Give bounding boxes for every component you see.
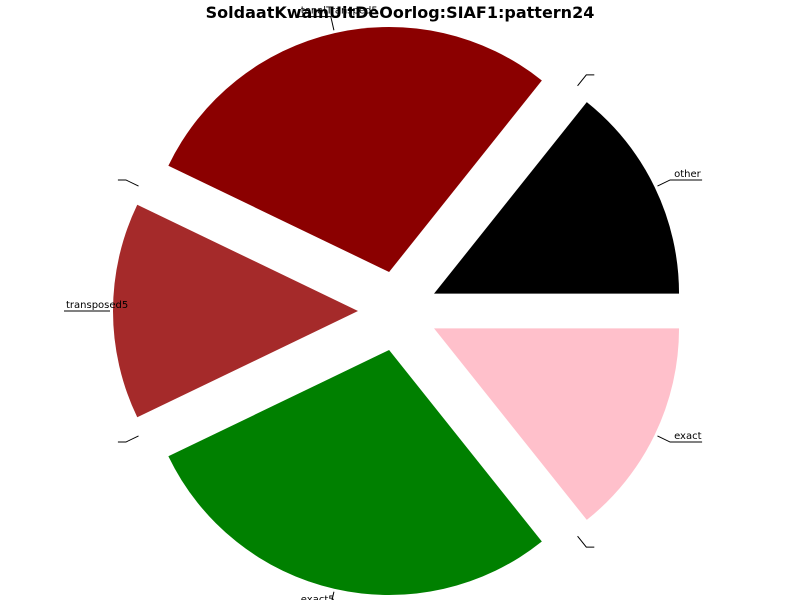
pie-label-exact: exact (674, 431, 702, 442)
pie-label-leader-exact (657, 435, 703, 443)
pie-label-tonaltransped5: tonalTransped5 (301, 6, 378, 17)
pie-slice-exact (434, 328, 680, 520)
pie-label-transposed5: transposed5 (66, 300, 128, 311)
pie-label-other: other (674, 169, 702, 180)
pie-label-leader-unlabeled (577, 74, 595, 87)
pie-label-leader-exact5 (331, 591, 335, 600)
pie-label-leader-tonaltransped5 (298, 16, 335, 31)
pie-slice-exact5 (168, 349, 542, 595)
pie-slice-transposed5 (113, 204, 358, 418)
pie-labels: other tonalTransped5 transposed5 exact5 exac… (64, 6, 703, 600)
pie-label-leader-unlabeled (577, 535, 595, 548)
pie-label-leader-unlabeled (117, 179, 139, 187)
pie-label-exact5: exact5 (301, 594, 335, 600)
pie-label-leader-other (657, 179, 703, 187)
pie-slice-tonaltransped5 (168, 27, 542, 273)
pie-label-leader-unlabeled (117, 435, 139, 443)
pie-slices (113, 27, 680, 595)
chart-title: SoldaatKwamUitDeOorlog:SIAF1:pattern24 (206, 3, 595, 22)
pie-slice-other (434, 102, 680, 294)
